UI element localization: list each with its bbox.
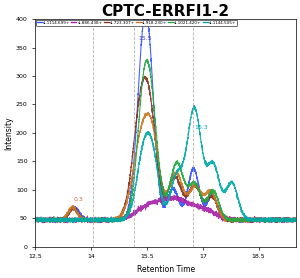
Text: 16.3: 16.3 — [194, 125, 208, 130]
Legend: sl-1114.699+, sl-886.438+, sl-723.307+, sl-918.230+, sl-1021.420+, sl-1144.505+: sl-1114.699+, sl-886.438+, sl-723.307+, … — [36, 19, 237, 26]
X-axis label: Retention Time: Retention Time — [136, 265, 195, 274]
Title: CPTC-ERRFI1-2: CPTC-ERRFI1-2 — [101, 4, 230, 19]
Y-axis label: Intensity: Intensity — [4, 116, 13, 150]
Text: 0.3: 0.3 — [73, 197, 83, 202]
Text: 15.5: 15.5 — [138, 36, 152, 41]
